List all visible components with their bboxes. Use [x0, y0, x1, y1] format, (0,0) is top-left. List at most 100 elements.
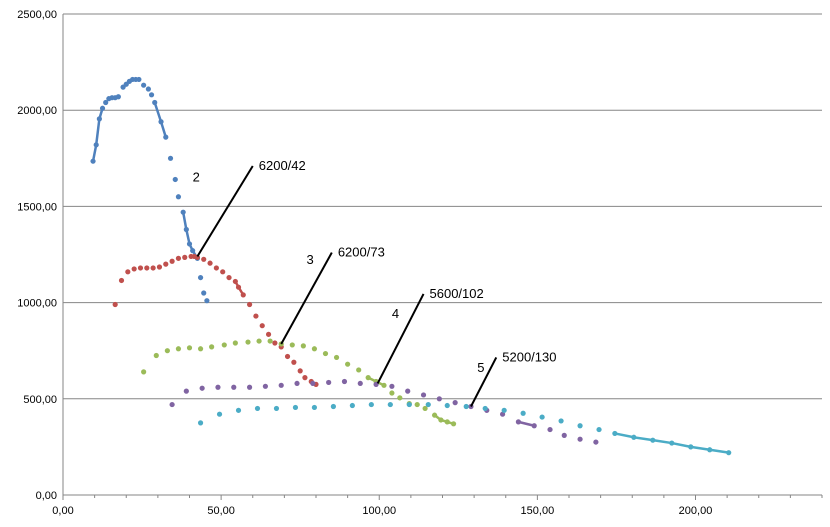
data-point	[322, 350, 329, 357]
data-point	[326, 379, 332, 386]
data-point	[284, 353, 291, 360]
x-tick-label: 50,00	[207, 505, 235, 517]
annotation: 5200/130 5	[470, 349, 556, 407]
annotation-value-label: 5600/102	[430, 286, 484, 301]
data-point	[152, 99, 158, 106]
annotation-series-number: 2	[193, 169, 200, 184]
data-point	[254, 405, 261, 412]
data-point	[612, 430, 618, 437]
data-point	[463, 403, 469, 410]
data-point	[172, 176, 178, 183]
data-point	[297, 368, 303, 374]
data-point	[272, 340, 278, 346]
data-point	[164, 348, 170, 354]
data-point	[246, 384, 253, 390]
data-point	[302, 375, 308, 381]
data-point	[330, 403, 336, 410]
data-point	[450, 421, 457, 427]
data-point	[183, 388, 189, 394]
data-point	[688, 444, 694, 450]
annotation-leader-line	[280, 252, 333, 345]
data-point	[444, 402, 450, 409]
data-point	[158, 119, 164, 125]
data-point	[256, 338, 262, 344]
annotation-series-number: 3	[307, 252, 314, 267]
data-point	[246, 301, 253, 308]
data-point	[169, 401, 175, 408]
data-point	[175, 194, 182, 200]
data-point	[169, 258, 175, 264]
data-point	[365, 375, 371, 381]
data-point	[153, 352, 159, 359]
data-point	[232, 340, 238, 346]
data-point	[186, 241, 193, 247]
data-point	[381, 382, 387, 388]
data-point	[141, 82, 147, 88]
x-tick-label: 0,00	[52, 505, 73, 517]
data-point	[292, 404, 299, 411]
data-point	[235, 284, 242, 290]
data-point	[115, 94, 121, 100]
data-point	[349, 402, 355, 409]
series-line-segment	[518, 420, 535, 427]
x-tick-label: 100,00	[362, 505, 396, 517]
data-point	[515, 419, 522, 425]
y-tick-label: 0,00	[36, 490, 57, 502]
annotation: 6200/42 2	[193, 158, 306, 257]
data-point	[163, 261, 169, 267]
data-point	[444, 419, 450, 425]
data-point	[482, 405, 488, 412]
data-point	[221, 342, 227, 348]
data-point	[357, 380, 363, 387]
data-point	[558, 418, 564, 424]
y-tick-label: 1000,00	[17, 298, 57, 310]
data-point	[561, 432, 567, 438]
data-point	[368, 401, 374, 408]
annotation-value-label: 5200/130	[502, 349, 556, 364]
data-point	[150, 265, 156, 271]
grid	[63, 13, 822, 400]
y-tick-label: 1500,00	[17, 201, 57, 213]
data-point	[669, 440, 675, 446]
data-point	[389, 383, 395, 389]
series-2	[112, 253, 319, 387]
tick-labels: 0,00 500,00 1000,00 1500,00 2000,00 2500,00 0,…	[17, 9, 712, 517]
data-point	[436, 396, 442, 402]
data-point	[93, 142, 99, 148]
data-point	[215, 384, 221, 390]
data-point	[387, 401, 393, 408]
data-point	[414, 401, 420, 408]
data-point	[405, 388, 411, 394]
data-point	[311, 404, 318, 411]
data-point	[136, 76, 142, 83]
data-point	[577, 436, 583, 442]
annotation-value-label: 6200/42	[259, 158, 306, 173]
data-point	[420, 392, 427, 398]
data-point	[183, 226, 189, 233]
data-point	[311, 346, 318, 352]
data-point	[240, 292, 246, 298]
data-point	[431, 412, 438, 418]
data-point	[422, 405, 428, 412]
data-point	[294, 380, 300, 387]
data-point	[197, 274, 204, 281]
data-point	[125, 269, 131, 275]
data-point	[520, 410, 526, 416]
data-point	[137, 265, 144, 271]
data-point	[141, 369, 147, 375]
data-point	[539, 414, 545, 420]
data-point	[99, 105, 106, 111]
y-tick-label: 2000,00	[17, 105, 57, 117]
data-point	[182, 254, 188, 260]
data-point	[180, 209, 186, 215]
data-point	[156, 264, 163, 270]
data-point	[631, 434, 637, 440]
data-point	[204, 298, 210, 304]
data-point	[265, 331, 272, 337]
annotation: 6200/73 3	[280, 245, 385, 345]
data-point	[333, 354, 340, 361]
data-point	[201, 256, 207, 262]
data-point	[291, 359, 297, 365]
data-point	[397, 395, 403, 401]
series-3	[141, 338, 457, 427]
